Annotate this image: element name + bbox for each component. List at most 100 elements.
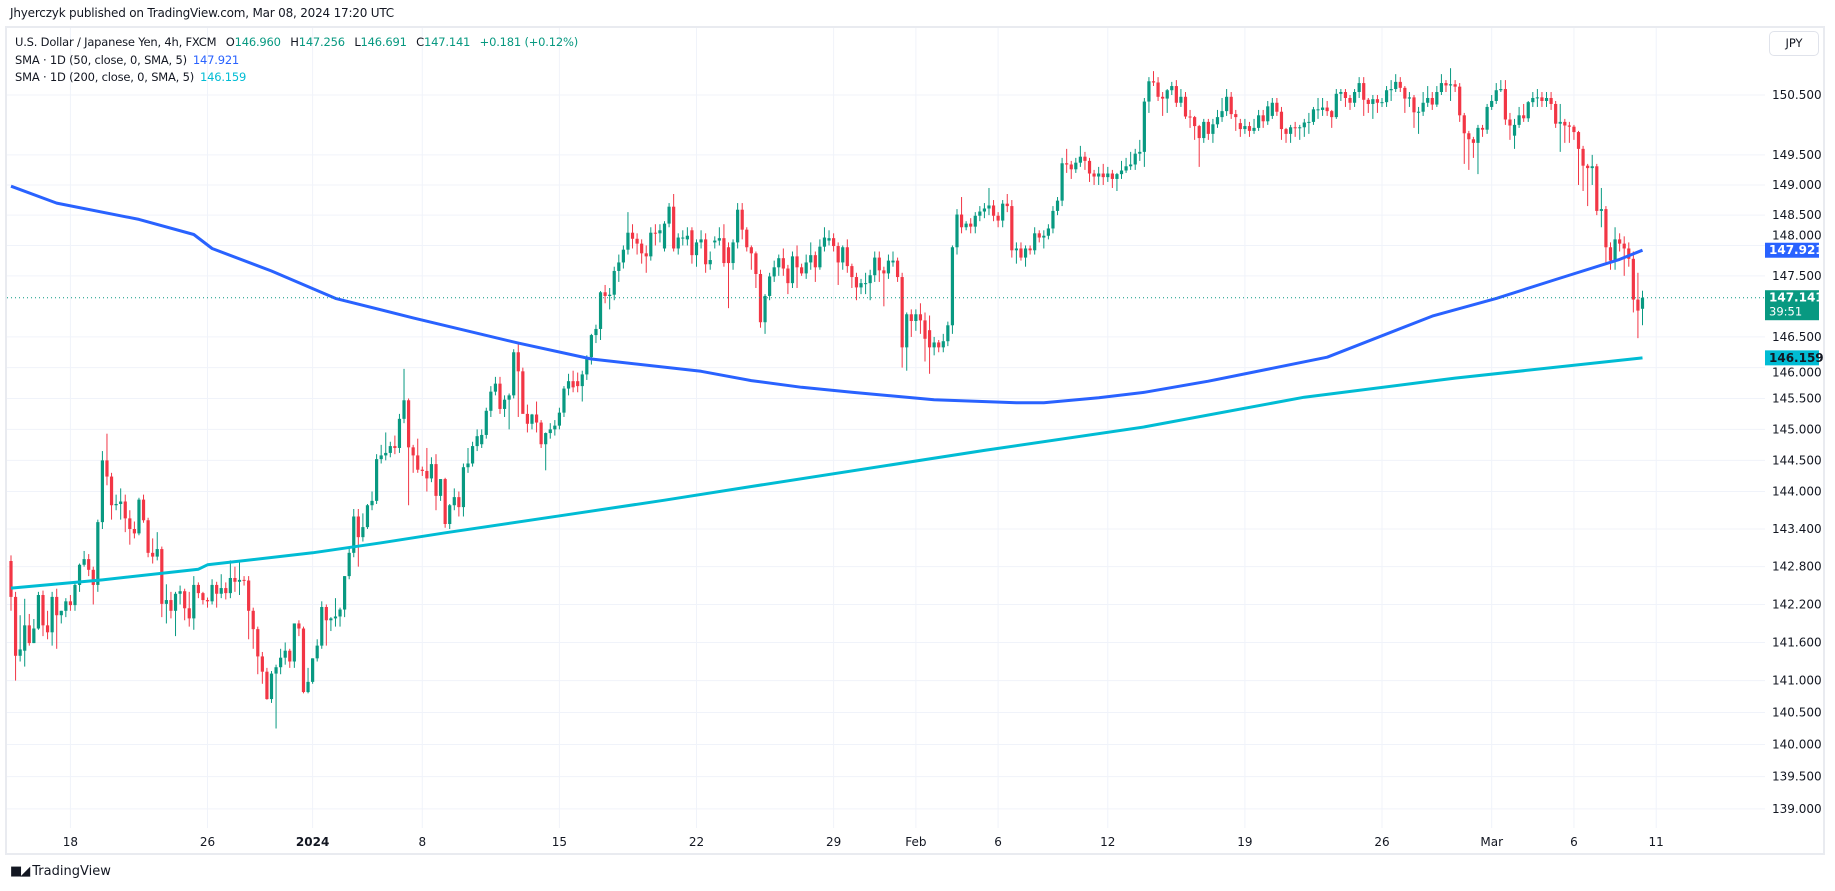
- candle-body: [699, 239, 703, 243]
- candle-down: [909, 309, 913, 337]
- candle-body: [662, 223, 667, 249]
- candle-down: [1540, 92, 1544, 107]
- candle-up: [320, 601, 324, 649]
- currency-button[interactable]: JPY: [1769, 31, 1819, 56]
- candle-down: [740, 203, 744, 240]
- time-axis-label: 19: [1237, 835, 1252, 849]
- candle-body: [201, 593, 205, 601]
- candle-down: [109, 472, 114, 520]
- candle-up: [777, 254, 781, 276]
- candle-up: [466, 447, 470, 473]
- candle-down: [260, 651, 264, 684]
- candle-down: [813, 251, 817, 282]
- low-value: 146.691: [360, 35, 407, 49]
- candle-down: [393, 435, 397, 455]
- candle-body: [100, 460, 104, 523]
- candle-body: [493, 383, 498, 392]
- candle-body: [1576, 132, 1581, 149]
- candle-up: [973, 212, 977, 234]
- candle-body: [434, 464, 438, 496]
- candle-body: [1590, 166, 1594, 169]
- candle-body: [343, 576, 347, 610]
- candle-body: [1284, 129, 1288, 134]
- candle-up: [1371, 95, 1375, 119]
- candle-up: [1421, 92, 1425, 116]
- candle-down: [1028, 245, 1032, 255]
- tradingview-logo[interactable]: ■◢ TradingView: [10, 864, 111, 879]
- candle-up: [941, 333, 945, 353]
- candle-up: [1448, 68, 1453, 101]
- candle-body: [694, 242, 699, 256]
- candle-down: [1197, 124, 1201, 167]
- candle-up: [667, 203, 671, 228]
- candle-body: [1275, 102, 1279, 112]
- candle-body: [1375, 99, 1380, 103]
- candle-down: [9, 555, 13, 611]
- candle-body: [365, 505, 370, 528]
- candle-body: [333, 616, 338, 619]
- candle-body: [1444, 83, 1448, 86]
- candle-up: [448, 503, 452, 530]
- candle-up: [77, 563, 82, 592]
- close-label: C: [416, 35, 425, 49]
- candle-body: [1613, 239, 1617, 261]
- candle-body: [151, 552, 155, 557]
- candle-body: [265, 671, 269, 700]
- candle-down: [754, 251, 758, 289]
- candle-body: [740, 209, 744, 230]
- candle-body: [1005, 203, 1009, 207]
- time-axis-label: 22: [689, 835, 704, 849]
- candle-body: [580, 374, 584, 387]
- candle-body: [370, 500, 374, 506]
- candle-body: [233, 577, 237, 582]
- candle-body: [288, 650, 292, 662]
- candle-up: [1033, 227, 1037, 255]
- candle-body: [311, 658, 315, 682]
- price-axis-label: 142.200: [1772, 597, 1822, 611]
- candle-body: [1384, 90, 1389, 103]
- candle-body: [91, 569, 95, 585]
- candle-down: [1161, 92, 1165, 116]
- candle-body: [909, 314, 913, 322]
- candle-down: [749, 245, 753, 270]
- candle-body: [1517, 115, 1521, 125]
- candle-body: [991, 205, 996, 216]
- candle-body: [1499, 89, 1503, 91]
- candle-body: [384, 452, 388, 456]
- candle-body: [1618, 239, 1622, 244]
- candle-body: [1453, 84, 1457, 87]
- candle-up: [1129, 151, 1133, 170]
- candle-body: [973, 215, 977, 227]
- candle-body: [132, 529, 136, 534]
- candle-down: [1604, 206, 1608, 264]
- candle-up: [1494, 83, 1498, 104]
- candle-body: [566, 381, 571, 389]
- candle-body: [1476, 127, 1480, 143]
- candle-down: [457, 491, 461, 517]
- candle-up: [370, 491, 374, 511]
- sma200-value: 146.159: [200, 70, 247, 84]
- candle-down: [324, 604, 328, 646]
- candle-body: [1298, 127, 1302, 129]
- candle-body: [1334, 93, 1338, 118]
- candle-body: [777, 258, 781, 268]
- candle-up: [717, 227, 721, 246]
- candle-body: [502, 399, 507, 409]
- candle-up: [1046, 224, 1050, 240]
- candle-body: [726, 247, 731, 264]
- candle-up: [484, 407, 488, 439]
- candle-down: [1065, 148, 1069, 173]
- candle-body: [1631, 258, 1635, 300]
- candle-body: [1001, 203, 1005, 221]
- candle-body: [946, 325, 950, 342]
- price-axis-label: 144.000: [1772, 485, 1822, 499]
- candle-body: [836, 246, 840, 263]
- candle-body: [1206, 121, 1210, 134]
- legend-sma200-row[interactable]: SMA · 1D (200, close, 0, SMA, 5) 146.159: [15, 69, 578, 87]
- candle-body: [1471, 139, 1475, 143]
- candle-down: [1631, 251, 1635, 313]
- legend-symbol-row[interactable]: U.S. Dollar / Japanese Yen, 4h, FXCM O14…: [15, 34, 578, 52]
- candle-up: [1311, 106, 1316, 125]
- legend-sma50-row[interactable]: SMA · 1D (50, close, 0, SMA, 5) 147.921: [15, 52, 578, 70]
